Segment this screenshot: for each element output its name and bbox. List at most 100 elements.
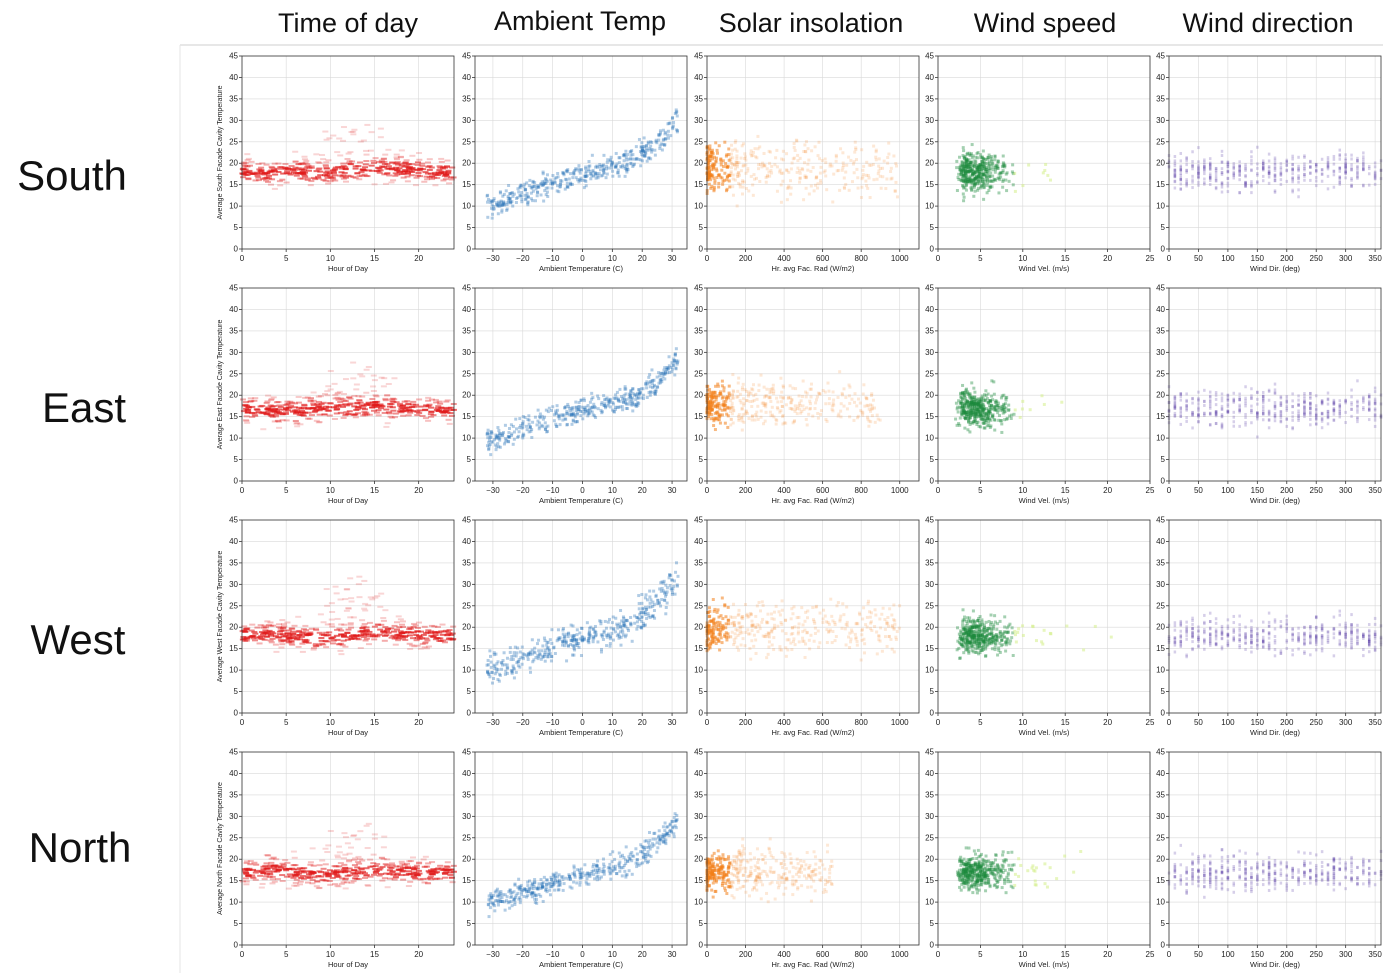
data-point: [848, 415, 852, 419]
data-point: [350, 413, 357, 416]
data-point: [714, 141, 718, 145]
data-point: [434, 177, 441, 180]
data-point: [778, 410, 782, 414]
data-point: [1173, 171, 1177, 175]
data-point: [867, 176, 871, 180]
data-point: [966, 390, 970, 394]
data-point: [1203, 388, 1206, 392]
data-point: [865, 160, 869, 164]
data-point: [495, 203, 499, 207]
data-point: [960, 169, 964, 173]
data-point: [533, 184, 537, 188]
data-point: [390, 630, 397, 633]
data-point: [402, 161, 409, 164]
data-point: [963, 410, 967, 414]
data-point: [803, 149, 807, 153]
data-point: [960, 164, 964, 168]
data-point: [973, 401, 977, 405]
data-point: [755, 410, 759, 414]
data-point: [988, 425, 992, 429]
data-point: [785, 152, 789, 156]
data-point: [963, 416, 967, 420]
x-tick-label: 800: [855, 254, 869, 263]
data-point: [307, 399, 314, 402]
data-point: [983, 414, 987, 418]
data-point: [842, 176, 846, 180]
data-point: [666, 129, 670, 133]
data-point: [976, 402, 980, 406]
data-point: [298, 163, 305, 166]
data-point: [549, 178, 553, 182]
data-point: [1303, 172, 1306, 176]
data-point: [573, 415, 577, 419]
data-point: [1362, 400, 1365, 404]
data-point: [1185, 178, 1188, 182]
data-point: [283, 181, 290, 184]
data-point: [960, 169, 964, 173]
data-point: [1350, 184, 1353, 188]
data-point: [565, 185, 569, 189]
data-point: [246, 169, 253, 172]
data-point: [639, 145, 643, 149]
data-point: [966, 180, 970, 184]
data-point: [819, 179, 823, 183]
data-point: [979, 414, 983, 418]
data-point: [1191, 180, 1194, 184]
data-point: [982, 183, 986, 187]
data-point: [608, 159, 612, 163]
data-point: [863, 404, 867, 408]
y-tick-label: 10: [229, 666, 238, 675]
data-point: [275, 420, 282, 423]
data-point: [444, 399, 451, 402]
data-point: [968, 402, 972, 406]
data-point: [567, 177, 571, 181]
x-tick-label: 300: [1339, 486, 1353, 495]
data-point: [508, 435, 512, 439]
data-point: [841, 151, 845, 155]
data-point: [962, 172, 966, 176]
data-point: [1238, 392, 1241, 396]
data-point: [709, 153, 713, 157]
data-point: [964, 401, 968, 405]
data-point: [965, 159, 969, 163]
data-point: [1214, 187, 1218, 191]
data-point: [365, 169, 372, 172]
data-point: [986, 416, 990, 420]
data-point: [993, 170, 997, 174]
data-point: [978, 425, 982, 429]
data-point: [244, 165, 251, 168]
data-point: [538, 412, 542, 416]
data-point: [713, 393, 717, 397]
data-point: [1350, 153, 1353, 157]
data-point: [629, 389, 633, 393]
data-point: [980, 409, 984, 413]
data-point: [295, 395, 302, 398]
data-point: [294, 425, 301, 428]
data-point: [335, 404, 342, 407]
data-point: [664, 137, 668, 141]
data-point: [963, 186, 967, 190]
data-point: [490, 216, 494, 220]
data-point: [390, 179, 397, 182]
data-point: [545, 173, 549, 177]
data-point: [301, 404, 308, 407]
data-point: [571, 405, 575, 409]
data-point: [854, 158, 858, 162]
data-point: [859, 195, 863, 199]
data-point: [961, 390, 965, 394]
data-point: [717, 401, 721, 405]
y-axis-label: Average East Facade Cavity Temperature: [217, 320, 224, 450]
data-point: [729, 171, 733, 175]
data-point: [264, 400, 271, 403]
data-point: [240, 398, 247, 401]
data-point: [982, 173, 986, 177]
data-point: [424, 161, 431, 164]
data-point: [242, 161, 249, 164]
data-point: [1297, 167, 1300, 171]
data-point: [629, 150, 633, 154]
data-point: [1197, 167, 1200, 171]
data-point: [978, 167, 982, 171]
y-tick-label: 40: [1156, 73, 1165, 82]
